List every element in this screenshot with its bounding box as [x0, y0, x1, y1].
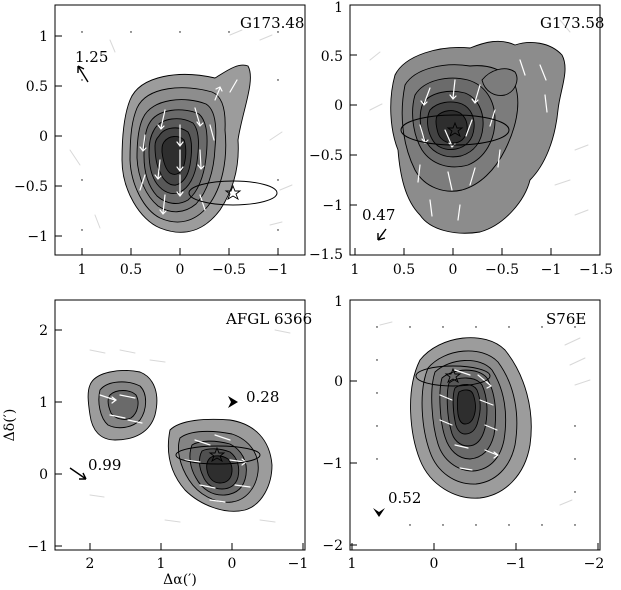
- scale-vector-label: 0.52: [388, 489, 421, 507]
- second-scale-vector-arrow: [228, 396, 238, 408]
- vectors-off-map: [69, 29, 293, 229]
- x-axis: 2 1 0 −1: [86, 543, 309, 572]
- x-tick-label: 1: [348, 556, 357, 572]
- panel-s76e: 0.52 S76E 1 0 −1 −2 1 0 −1 −2: [322, 294, 604, 572]
- y-tick-label: 1: [334, 0, 343, 16]
- contour-map: [410, 337, 532, 499]
- panel-title: S76E: [546, 310, 586, 328]
- y-tick-label: 1: [39, 395, 48, 411]
- vectors-on-map: [417, 59, 548, 221]
- y-tick-label: 1: [39, 29, 48, 45]
- y-axis: 1 0.5 0 −0.5 −1: [14, 29, 62, 245]
- y-tick-label: −0.5: [14, 179, 48, 195]
- beam-ellipse: [175, 445, 261, 465]
- y-tick-label: 1: [334, 294, 343, 310]
- y-tick-label: −1: [322, 456, 343, 472]
- panel-title: G173.58: [540, 14, 604, 32]
- y-tick-label: 0: [334, 98, 343, 114]
- x-axis: 1 0.5 0 −0.5 −1 −1.5: [351, 248, 613, 278]
- x-tick-label: 0: [430, 556, 439, 572]
- star-marker: [208, 446, 226, 463]
- y-axis-title: Δδ(′): [2, 409, 18, 442]
- x-tick-label: 0: [176, 262, 185, 278]
- scale-vector: 0.52: [373, 489, 421, 517]
- y-axis: 1 0 −1 −2: [322, 294, 357, 554]
- x-tick-label: 0.5: [120, 262, 142, 278]
- scale-vector-label: 0.99: [88, 456, 121, 474]
- scale-vector-arrow: [69, 467, 87, 480]
- x-tick-label: 1: [157, 556, 166, 572]
- x-tick-label: −1.5: [579, 262, 613, 278]
- contour-level-8: [206, 455, 233, 484]
- grid-dots: [376, 326, 576, 526]
- x-axis: 1 0 −1 −2: [348, 543, 605, 572]
- vectors-off-map: [89, 329, 291, 523]
- scale-vector: 0.47: [362, 206, 395, 241]
- y-tick-label: −1.5: [309, 247, 343, 263]
- scale-vector-arrow: [377, 228, 387, 241]
- x-axis: 1 0.5 0 −0.5 −1: [78, 248, 289, 278]
- x-axis-title: Δα(′): [163, 572, 197, 588]
- x-tick-label: 1: [351, 262, 360, 278]
- y-tick-label: 0: [39, 129, 48, 145]
- vectors-on-map: [139, 79, 238, 215]
- y-axis: 1 0.5 0 −0.5 −1 −1.5: [309, 0, 357, 263]
- second-scale-vector: 0.28: [228, 388, 279, 408]
- x-tick-label: −0.5: [485, 262, 519, 278]
- x-tick-label: −1: [288, 556, 309, 572]
- x-tick-label: 0.5: [393, 262, 415, 278]
- beam-ellipse: [188, 180, 278, 206]
- y-tick-label: −2: [322, 538, 343, 554]
- second-scale-vector-label: 0.28: [246, 388, 279, 406]
- beam-ellipse: [415, 365, 491, 387]
- scale-vector-label: 0.47: [362, 206, 395, 224]
- vectors-off-map: [379, 321, 591, 506]
- scale-vector-arrow: [373, 508, 385, 517]
- contour-map: [87, 370, 273, 512]
- y-tick-label: 0: [39, 467, 48, 483]
- x-tick-label: −1: [506, 556, 527, 572]
- vectors-on-map: [439, 369, 499, 471]
- scale-vector-label: 1.25: [75, 48, 108, 66]
- polarization-vectors: [69, 29, 293, 231]
- polarization-vectors: [376, 321, 591, 526]
- contour-level-7: [456, 389, 476, 425]
- x-tick-label: 0: [449, 262, 458, 278]
- x-tick-label: −2: [584, 556, 605, 572]
- y-axis: 2 1 0 −1: [27, 323, 62, 555]
- scale-vector: 0.99: [69, 456, 121, 480]
- y-tick-label: 0.5: [26, 79, 48, 95]
- panel-g173-58: 0.47 G173.58 1 0.5 0 −0.5 −1 −1.5 1 0.5 …: [309, 0, 613, 278]
- beam-ellipse: [400, 114, 510, 146]
- panel-title: G173.48: [240, 14, 304, 32]
- star-marker: [224, 184, 242, 201]
- x-tick-label: 1: [78, 262, 87, 278]
- contour-level-7: [481, 68, 518, 96]
- y-tick-label: 2: [39, 323, 48, 339]
- panel-g173-48: 1.25 G173.48 1 0.5 0 −0.5 −1 1 0.5 0 −0.…: [14, 4, 306, 278]
- x-tick-label: −1: [541, 262, 562, 278]
- y-tick-label: 0: [334, 374, 343, 390]
- star-marker: [446, 121, 464, 138]
- y-tick-label: −1: [322, 198, 343, 214]
- x-tick-label: 2: [86, 556, 95, 572]
- grid-dots: [81, 31, 279, 231]
- panel-afgl-6366: 0.99 0.28 AFGL 6366 Δδ(′) Δα(′) 2 1 0 −1…: [2, 299, 312, 588]
- contour-map: [121, 64, 251, 233]
- polarization-vectors: [369, 19, 589, 221]
- y-tick-label: −0.5: [309, 148, 343, 164]
- star-marker: [444, 367, 462, 384]
- scale-vector-arrow: [77, 65, 89, 83]
- y-tick-label: −1: [27, 539, 48, 555]
- x-tick-label: 0: [228, 556, 237, 572]
- scale-vector: 1.25: [75, 48, 108, 83]
- vectors-off-map: [369, 19, 589, 216]
- x-tick-label: −1: [268, 262, 289, 278]
- y-tick-label: 0.5: [321, 49, 343, 65]
- x-tick-label: −0.5: [212, 262, 246, 278]
- y-tick-label: −1: [27, 229, 48, 245]
- panel-title: AFGL 6366: [225, 310, 312, 328]
